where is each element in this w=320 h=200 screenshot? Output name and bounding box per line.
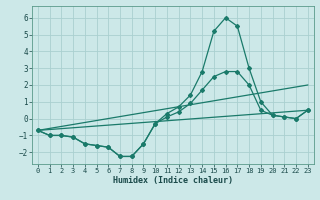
- X-axis label: Humidex (Indice chaleur): Humidex (Indice chaleur): [113, 176, 233, 185]
